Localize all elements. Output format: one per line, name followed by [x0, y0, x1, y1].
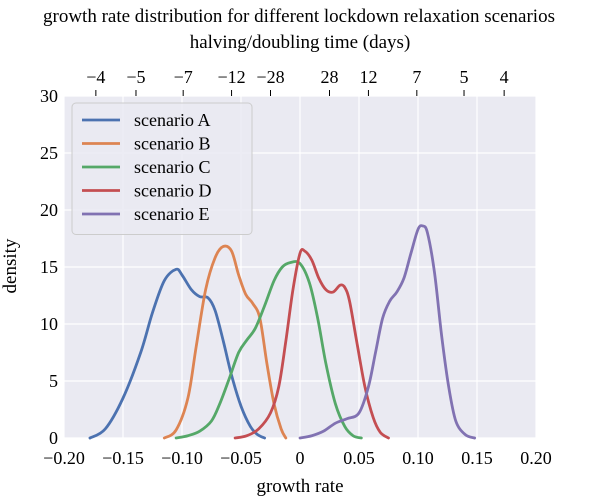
x-tick-label: −0.10 — [161, 448, 203, 468]
x-tick-label: 0.15 — [461, 448, 493, 468]
x-tick-label: −0.20 — [43, 448, 85, 468]
legend-label: scenario E — [134, 204, 209, 224]
x-tick-label: −0.15 — [102, 448, 144, 468]
legend-entry: scenario A — [82, 110, 210, 130]
top-axis-tick-label: −7 — [174, 67, 193, 87]
axis-ticks: −0.20 −0.15 −0.10 −0.05 0 0.05 0.10 0.15 0.20 0 5 1… — [40, 67, 552, 468]
legend-entry: scenario D — [82, 181, 211, 201]
series-lines — [88, 224, 477, 440]
series-line-scenario-d — [233, 247, 390, 440]
x-tick-label: 0.20 — [520, 448, 552, 468]
legend-entry: scenario E — [82, 204, 209, 224]
y-tick-label: 25 — [40, 143, 58, 163]
y-tick-label: 5 — [49, 371, 58, 391]
top-axis-tick-label: −12 — [217, 67, 245, 87]
y-tick-label: 10 — [40, 314, 58, 334]
y-tick-label: 30 — [40, 86, 58, 106]
series-line-scenario-b — [162, 244, 288, 440]
x-tick-label: 0.05 — [343, 448, 375, 468]
top-axis-tick-label: 7 — [412, 67, 421, 87]
legend: scenario A scenario B scenario C scenario D… — [71, 102, 253, 235]
y-tick-label: 15 — [40, 257, 58, 277]
top-axis-tick-label: 5 — [460, 67, 469, 87]
legend-label: scenario C — [134, 157, 210, 177]
y-tick-label: 0 — [49, 428, 58, 448]
top-axis-tick-label: −5 — [126, 67, 145, 87]
chart-title: growth rate distribution for different l… — [43, 6, 555, 27]
top-axis-tick-label: 4 — [500, 67, 509, 87]
top-axis-tick-label: −28 — [256, 67, 284, 87]
top-axis-tick-label: −4 — [86, 67, 105, 87]
series-line-scenario-e — [298, 224, 477, 440]
legend-label: scenario B — [134, 134, 210, 154]
series-line-scenario-c — [174, 260, 363, 440]
x-tick-label: 0 — [296, 448, 305, 468]
legend-entry: scenario C — [82, 157, 210, 177]
x-axis-label: growth rate — [256, 476, 343, 497]
top-axis-label: halving/doubling time (days) — [190, 32, 411, 53]
y-tick-label: 20 — [40, 200, 58, 220]
x-tick-label: 0.10 — [402, 448, 434, 468]
top-axis-tick-label: 12 — [359, 67, 377, 87]
y-axis-label: density — [0, 238, 21, 293]
series-line-scenario-a — [88, 267, 266, 440]
legend-entry: scenario B — [82, 134, 210, 154]
legend-frame — [71, 102, 253, 235]
x-tick-label: −0.05 — [220, 448, 262, 468]
legend-label: scenario A — [134, 110, 210, 130]
top-axis-tick-label: 28 — [321, 67, 339, 87]
legend-label: scenario D — [134, 181, 211, 201]
